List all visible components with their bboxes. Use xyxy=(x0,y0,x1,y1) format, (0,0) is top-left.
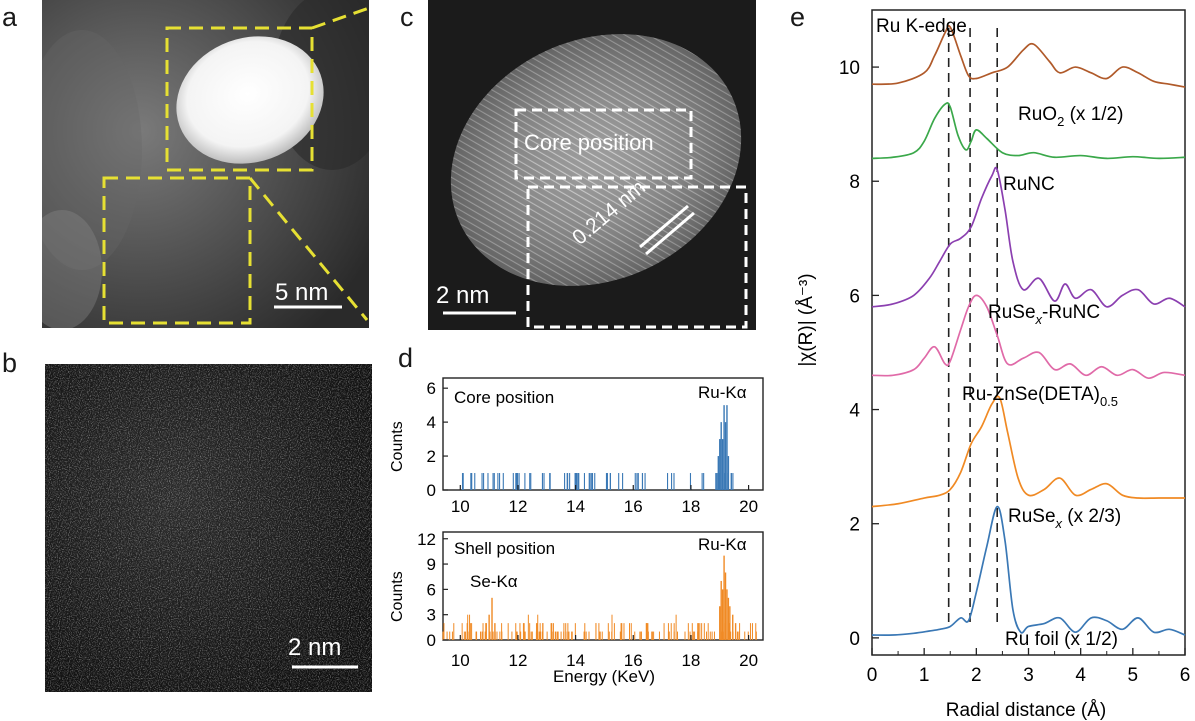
eds-top-ylabel: Counts xyxy=(389,421,406,472)
eds-bottom-ytick: 0 xyxy=(427,631,436,650)
series-line xyxy=(871,505,1186,636)
eds-top-xtick: 14 xyxy=(566,497,585,516)
y-tick-label: 8 xyxy=(849,172,860,193)
eds-top-xtick: 10 xyxy=(451,497,470,516)
y-tick-label: 4 xyxy=(849,401,860,422)
eds-bottom-ytick: 6 xyxy=(427,580,436,599)
y-tick-label: 0 xyxy=(849,629,860,650)
eds-bottom-ytick: 12 xyxy=(417,530,436,549)
eds-top-xtick: 12 xyxy=(508,497,527,516)
eds-top-frame xyxy=(442,377,764,491)
eds-spectra-d: 10 10 12 12 14 14 16 16 18 18 20 20 0 2 4 6 0 3 6 9 12 Core … xyxy=(389,377,764,686)
scale-label-c: 2 nm xyxy=(436,282,490,309)
chart-xlabel: Radial distance (Å) xyxy=(946,700,1107,721)
eds-bottom-ytick: 9 xyxy=(427,555,436,574)
tem-image-a xyxy=(42,0,369,328)
series-label: Ru foil (x 1/2) xyxy=(1005,629,1118,650)
scale-label-b: 2 nm xyxy=(288,634,342,661)
core-position-label: Core position xyxy=(524,130,654,155)
x-tick-label: 2 xyxy=(971,665,982,686)
panel-letter-a: a xyxy=(2,2,18,32)
series-label: Ru-ZnSe(DETA)0.5 xyxy=(962,384,1118,409)
eds-top-ytick: 0 xyxy=(427,481,436,500)
y-tick-label: 2 xyxy=(849,515,860,536)
zoom-box-bottom xyxy=(102,176,252,325)
eds-bottom-ylabel: Counts xyxy=(389,571,406,622)
x-tick-label: 0 xyxy=(867,665,878,686)
eds-bottom-title: Shell position xyxy=(454,539,555,558)
scale-label-a: 5 nm xyxy=(275,279,329,306)
eds-se-peak-label: Se-Kα xyxy=(470,572,518,591)
y-tick-label: 10 xyxy=(839,58,860,79)
chart-ylabel: |χ(R)| (Å⁻³) xyxy=(796,273,817,366)
eds-bottom-bars xyxy=(442,555,757,640)
y-tick-label: 6 xyxy=(849,286,860,307)
series-label: RuO2 (x 1/2) xyxy=(1018,104,1123,129)
eds-bottom-ytick: 3 xyxy=(427,606,436,625)
x-tick-label: 3 xyxy=(1023,665,1034,686)
eds-bottom-frame xyxy=(442,531,764,641)
x-tick-label: 1 xyxy=(919,665,930,686)
panel-letter-e: e xyxy=(790,2,806,32)
exafs-chart-e: 0 1 2 3 4 5 6 0 2 4 6 8 10 RuO2 (x 1/2) RuNC RuSex-RuNC… xyxy=(796,9,1191,721)
panel-letter-b: b xyxy=(2,348,18,378)
zoom-box-top xyxy=(165,26,314,172)
panel-letter-c: c xyxy=(400,2,414,32)
eds-xlabel: Energy (KeV) xyxy=(553,667,655,686)
eds-bottom-peak-label: Ru-Kα xyxy=(698,535,747,554)
panel-letter-d: d xyxy=(398,343,414,373)
hrtem-image-c xyxy=(428,0,756,330)
series-line xyxy=(871,294,1186,380)
eds-map-b xyxy=(45,364,372,692)
series-label: RuSex (x 2/3) xyxy=(1008,506,1121,531)
eds-top-title: Core position xyxy=(454,388,554,407)
eds-top-xtick: 16 xyxy=(624,497,643,516)
series-label: RuNC xyxy=(1003,174,1055,195)
eds-top-bars xyxy=(461,405,734,490)
series-line xyxy=(871,166,1186,308)
eds-bottom-xtick: 18 xyxy=(681,651,700,670)
eds-bottom-xtick: 16 xyxy=(624,651,643,670)
series-label: RuSex-RuNC xyxy=(988,302,1100,327)
nanoparticle xyxy=(176,36,324,164)
eds-bottom-xtick: 14 xyxy=(566,651,585,670)
x-tick-label: 5 xyxy=(1128,665,1139,686)
chart-title: Ru K-edge xyxy=(876,16,967,37)
eds-top-peak-label: Ru-Kα xyxy=(698,383,747,402)
series-line xyxy=(871,395,1185,508)
eds-bottom-xtick: 12 xyxy=(508,651,527,670)
series-line xyxy=(871,24,1186,88)
shell-box xyxy=(526,185,748,329)
eds-top-xtick: 18 xyxy=(681,497,700,516)
eds-top-xtick: 20 xyxy=(739,497,758,516)
eds-top-ytick: 6 xyxy=(427,379,436,398)
x-tick-label: 4 xyxy=(1075,665,1086,686)
series-line xyxy=(871,102,1186,160)
eds-top-ytick: 4 xyxy=(427,413,436,432)
x-tick-label: 6 xyxy=(1180,665,1191,686)
eds-top-ytick: 2 xyxy=(427,447,436,466)
core-box xyxy=(514,108,693,180)
eds-bottom-xtick: 20 xyxy=(739,651,758,670)
eds-bottom-xtick: 10 xyxy=(451,651,470,670)
